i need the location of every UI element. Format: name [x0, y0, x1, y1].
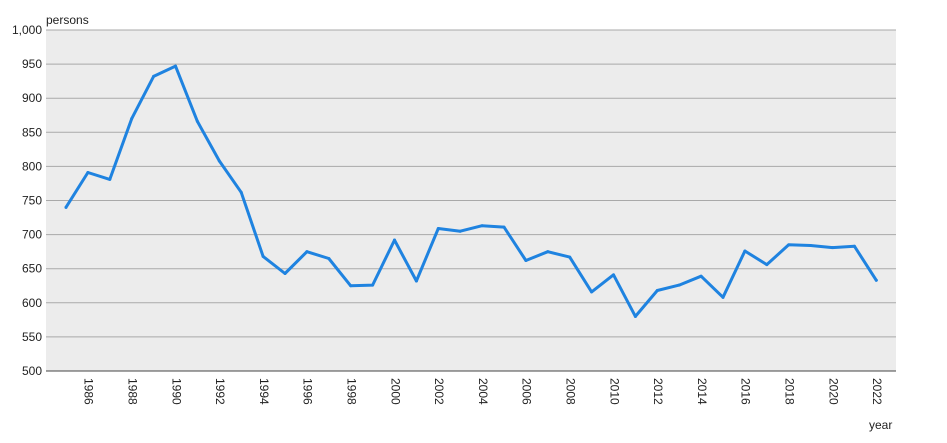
data-point-2019	[809, 244, 813, 248]
x-tick-label: 2002	[432, 378, 446, 405]
data-point-1989	[152, 74, 156, 78]
data-series	[64, 64, 878, 318]
x-tick-label: 1998	[345, 378, 359, 405]
x-tick-label: 2010	[607, 378, 621, 405]
data-point-2008	[568, 255, 572, 259]
data-point-2009	[590, 290, 594, 294]
y-tick-label: 600	[22, 296, 42, 310]
data-point-1995	[283, 271, 287, 275]
y-tick-label: 750	[22, 194, 42, 208]
x-tick-label: 2014	[695, 378, 709, 405]
data-point-2010	[612, 273, 615, 277]
data-point-2017	[765, 263, 769, 267]
data-point-1987	[108, 177, 112, 181]
data-point-2013	[677, 283, 681, 287]
x-tick-label: 1996	[301, 378, 315, 405]
x-tick-label: 2018	[783, 378, 797, 405]
y-axis-title: persons	[46, 13, 89, 27]
data-point-2016	[743, 249, 747, 253]
y-tick-label: 900	[22, 91, 42, 105]
data-point-2020	[831, 246, 834, 250]
y-tick-label: 1,000	[12, 23, 42, 37]
data-point-2002	[436, 226, 440, 230]
y-tick-label: 650	[22, 262, 42, 276]
x-tick-label: 2008	[564, 378, 578, 405]
data-point-2011	[633, 314, 637, 318]
y-tick-label: 550	[22, 330, 42, 344]
y-tick-label: 850	[22, 125, 42, 139]
y-tick-label: 700	[22, 228, 42, 242]
data-point-1992	[217, 159, 221, 163]
x-tick-label: 1990	[169, 378, 183, 405]
data-point-2001	[414, 279, 418, 283]
data-point-2005	[502, 225, 506, 229]
x-tick-label: 2004	[476, 378, 490, 405]
data-point-2022	[874, 278, 878, 282]
data-point-1998	[349, 284, 353, 288]
x-tick-label: 1994	[257, 378, 271, 405]
x-tick-label: 2006	[520, 378, 534, 405]
x-tick-label: 2000	[388, 378, 402, 405]
data-point-2004	[480, 224, 484, 228]
data-point-1985	[64, 205, 68, 209]
data-point-2012	[655, 289, 659, 293]
x-tick-label: 2020	[826, 378, 840, 405]
data-point-1990	[174, 64, 177, 68]
x-tick-label: 2016	[739, 378, 753, 405]
data-point-2000	[393, 238, 396, 242]
data-point-1996	[305, 250, 309, 254]
series-line-0	[64, 64, 878, 318]
data-point-1994	[261, 254, 265, 258]
data-point-2003	[458, 229, 462, 233]
data-point-2015	[721, 295, 725, 299]
x-tick-labels: 1986 1988 1990 1992 1994 1996 1998 2000 2002 2004…	[82, 378, 884, 405]
y-tick-label: 800	[22, 159, 42, 173]
y-tick-label: 500	[22, 364, 42, 378]
x-tick-label: 1988	[126, 378, 140, 405]
data-point-1993	[239, 190, 243, 194]
data-point-1999	[371, 283, 375, 287]
data-point-1986	[86, 171, 90, 175]
data-point-2014	[699, 274, 703, 278]
data-point-2021	[852, 244, 856, 248]
x-tick-label: 1986	[82, 378, 96, 405]
y-tick-labels: 500 550 600 650 700 750 800 850 900 950 1,000	[12, 23, 42, 378]
y-tick-label: 950	[22, 57, 42, 71]
data-point-2006	[524, 259, 528, 263]
data-point-1997	[327, 256, 331, 260]
data-point-2007	[546, 250, 550, 254]
x-axis-title: year	[869, 418, 892, 432]
x-tick-label: 1992	[213, 378, 227, 405]
x-tick-label: 2012	[651, 378, 665, 405]
data-point-1991	[195, 119, 199, 123]
data-point-2018	[787, 243, 791, 247]
x-tick-label: 2022	[870, 378, 884, 405]
data-point-1988	[130, 117, 134, 121]
